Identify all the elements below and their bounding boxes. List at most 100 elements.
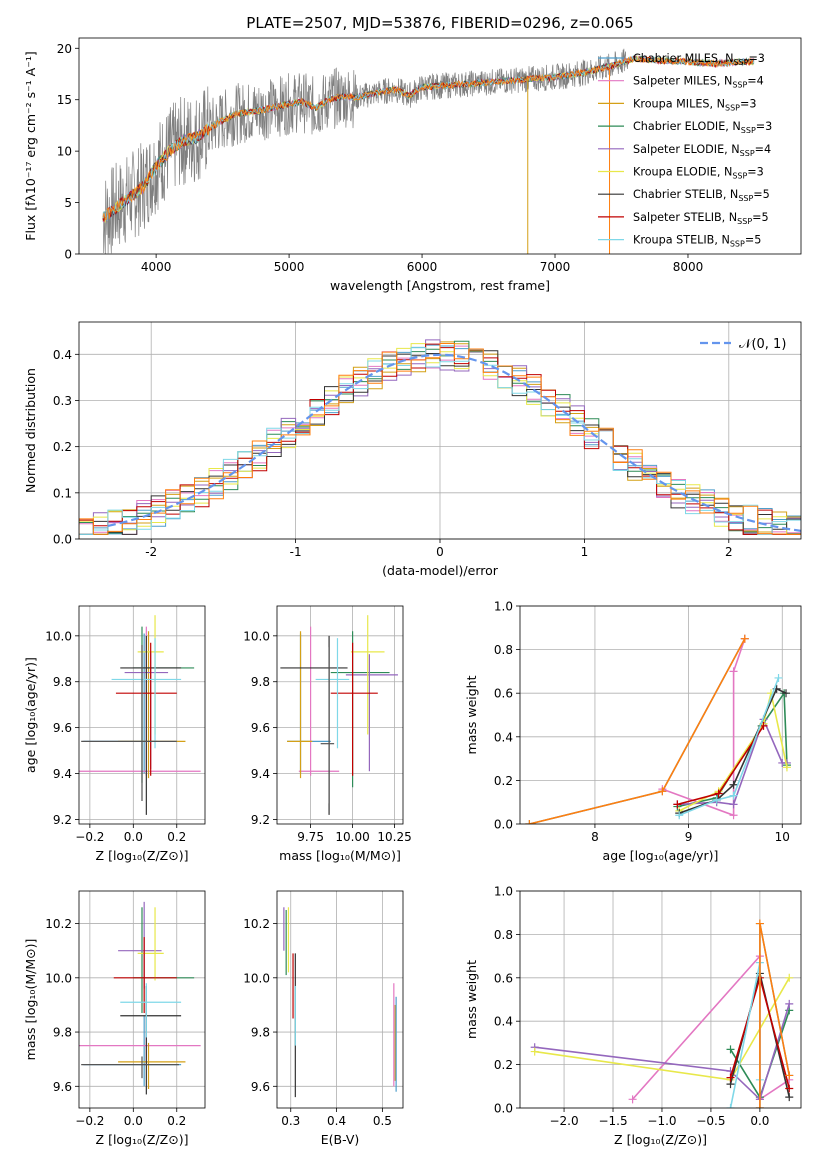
weight_vs_age-frame [519,605,802,825]
weight-point-marker [785,973,794,982]
tick-label-x: −0.5 [696,1114,725,1128]
weight-point-marker [525,820,534,824]
weight-point-marker [729,811,738,820]
tick-label-y: 9.8 [53,675,72,689]
legend-label: Kroupa STELIB, NSSP=5 [633,234,761,249]
tick-label-x: −1.5 [598,1114,627,1128]
legend-label-main: Kroupa MILES, N [633,97,725,110]
legend-label-main: Chabrier STELIB, N [633,188,738,201]
tick-label-y: 9.6 [251,1080,270,1094]
legend-label-tail: =3 [756,120,773,133]
legend-label: Salpeter ELODIE, NSSP=4 [633,143,771,158]
tick-label-x: −1.0 [647,1114,676,1128]
tick-label-x: 0.3 [281,1114,300,1128]
tick-label-y: 15 [57,93,72,107]
tick-label-y: 0 [64,248,72,262]
weight-point-marker [782,689,791,698]
weight-point-marker [712,796,721,805]
x-axis-label: mass [log₁₀(M/M⊙)] [279,848,401,863]
age_vs_Z-frame [78,605,206,825]
tick-label-y: 0.0 [494,1102,513,1116]
legend-label-tail: =3 [740,97,757,110]
tick-label-y: 5 [64,196,72,210]
tick-label-y: 9.4 [251,767,270,781]
residuals-plot-area [79,339,801,539]
age_vs_Z-axes: −0.2 0.0 0.2 9.2 9.4 9.6 9.8 10.0 Z [log₁₀(Z/Z⊙)… [23,605,206,863]
gaussian-curve [107,353,801,532]
weight-point-marker [785,999,794,1008]
weight-series-line [678,677,780,817]
x-axis-label: E(B-V) [321,1132,360,1147]
tick-label-y: 20 [57,42,72,56]
tick-label-y: 0.6 [494,971,513,985]
age_vs_mass-frame [276,605,404,825]
legend-label: Kroupa MILES, NSSP=3 [633,97,756,112]
tick-label-x: −2.0 [549,1114,578,1128]
tick-label-y: 0.4 [53,348,72,362]
tick-label-x: 0.2 [167,830,186,844]
tick-label-x: 1 [581,545,589,559]
tick-label-y: 0.8 [494,928,513,942]
tick-label-x: 5000 [274,260,305,274]
tick-label-y: 9.8 [53,1026,72,1040]
weight_vs_Z-axes: −2.0 −1.5 −1.0 −0.5 0.0 0.0 0.2 0.4 0.6 0.8 1.0 Z [… [464,885,802,1147]
weight-point-marker [785,1084,794,1093]
legend-label: Salpeter MILES, NSSP=4 [633,75,764,90]
legend-label: Chabrier STELIB, NSSP=5 [633,188,770,203]
tick-label-x: -1 [290,545,302,559]
tick-label-y: 0.2 [53,440,72,454]
legend-label-sub: SSP [725,103,740,112]
tick-label-y: 0.6 [494,687,513,701]
age_vs_Z-plot-area [79,615,201,815]
tick-label-x: 9 [685,830,693,844]
x-axis-label: Z [log₁₀(Z/Z⊙)] [614,1132,707,1147]
weight-point-marker [628,1095,637,1104]
weight-series-line [534,1003,791,1101]
legend-label-tail: =4 [755,143,772,156]
spectrum-frame [78,37,802,255]
residuals-axes: -2 -1 0 1 2 0.0 0.1 0.2 0.3 0.4 (data-model)/error… [23,321,802,578]
tick-label-x: 2 [725,545,733,559]
histogram-step [79,343,801,539]
tick-label-x: 6000 [407,260,438,274]
weight-point-marker [673,800,682,809]
tick-label-y: 10.0 [45,629,72,643]
weight_vs_age-axes: 8 9 10 0.0 0.2 0.4 0.6 0.8 1.0 age [log₁₀(age/yr)… [464,600,802,863]
legend-label-sub: SSP [733,58,748,67]
y-axis-label: mass weight [464,960,479,1039]
tick-label-y: 0.4 [494,730,513,744]
weight-point-marker [726,1104,735,1108]
y-axis-label: age [log₁₀(age/yr)] [23,657,38,773]
tick-label-y: 0.0 [494,818,513,832]
mass_vs_Z-frame [78,890,206,1109]
tick-label-x: 10 [775,830,790,844]
tick-label-y: 10.0 [45,971,72,985]
weight-point-marker [755,919,764,928]
tick-label-x: 7000 [540,260,571,274]
legend-label-main: Chabrier MILES, N [633,52,733,65]
legend-label: Chabrier MILES, NSSP=3 [633,52,765,67]
weight-point-marker [785,1071,794,1080]
mass_vs_Z-axes: −0.2 0.0 0.2 9.6 9.8 10.0 10.2 Z [log₁₀(Z/Z⊙)] m… [23,890,206,1147]
legend-label: Chabrier ELODIE, NSSP=3 [633,120,772,135]
x-axis-label: Z [log₁₀(Z/Z⊙)] [96,1132,189,1147]
tick-label-x: 0.4 [327,1114,346,1128]
tick-label-y: 0.1 [53,486,72,500]
tick-label-y: 9.2 [53,813,72,827]
tick-label-y: 9.8 [251,1026,270,1040]
figure-title: PLATE=2507, MJD=53876, FIBERID=0296, z=0… [246,14,633,32]
tick-label-y: 10.2 [243,917,270,931]
tick-label-y: 9.6 [53,1080,72,1094]
age_vs_mass-plot-area [280,615,398,815]
tick-label-x: 4000 [141,260,172,274]
tick-label-x: −0.2 [75,1114,104,1128]
tick-label-x: 0.0 [124,1114,143,1128]
mass_vs_ebv-plot-area [283,907,397,1098]
tick-label-y: 10.0 [243,971,270,985]
legend-label-tail: =4 [747,75,764,88]
mass_vs_Z-plot-area [79,901,201,1095]
weight-point-marker [729,791,738,800]
legend-label-main: Kroupa ELODIE, N [633,166,732,179]
